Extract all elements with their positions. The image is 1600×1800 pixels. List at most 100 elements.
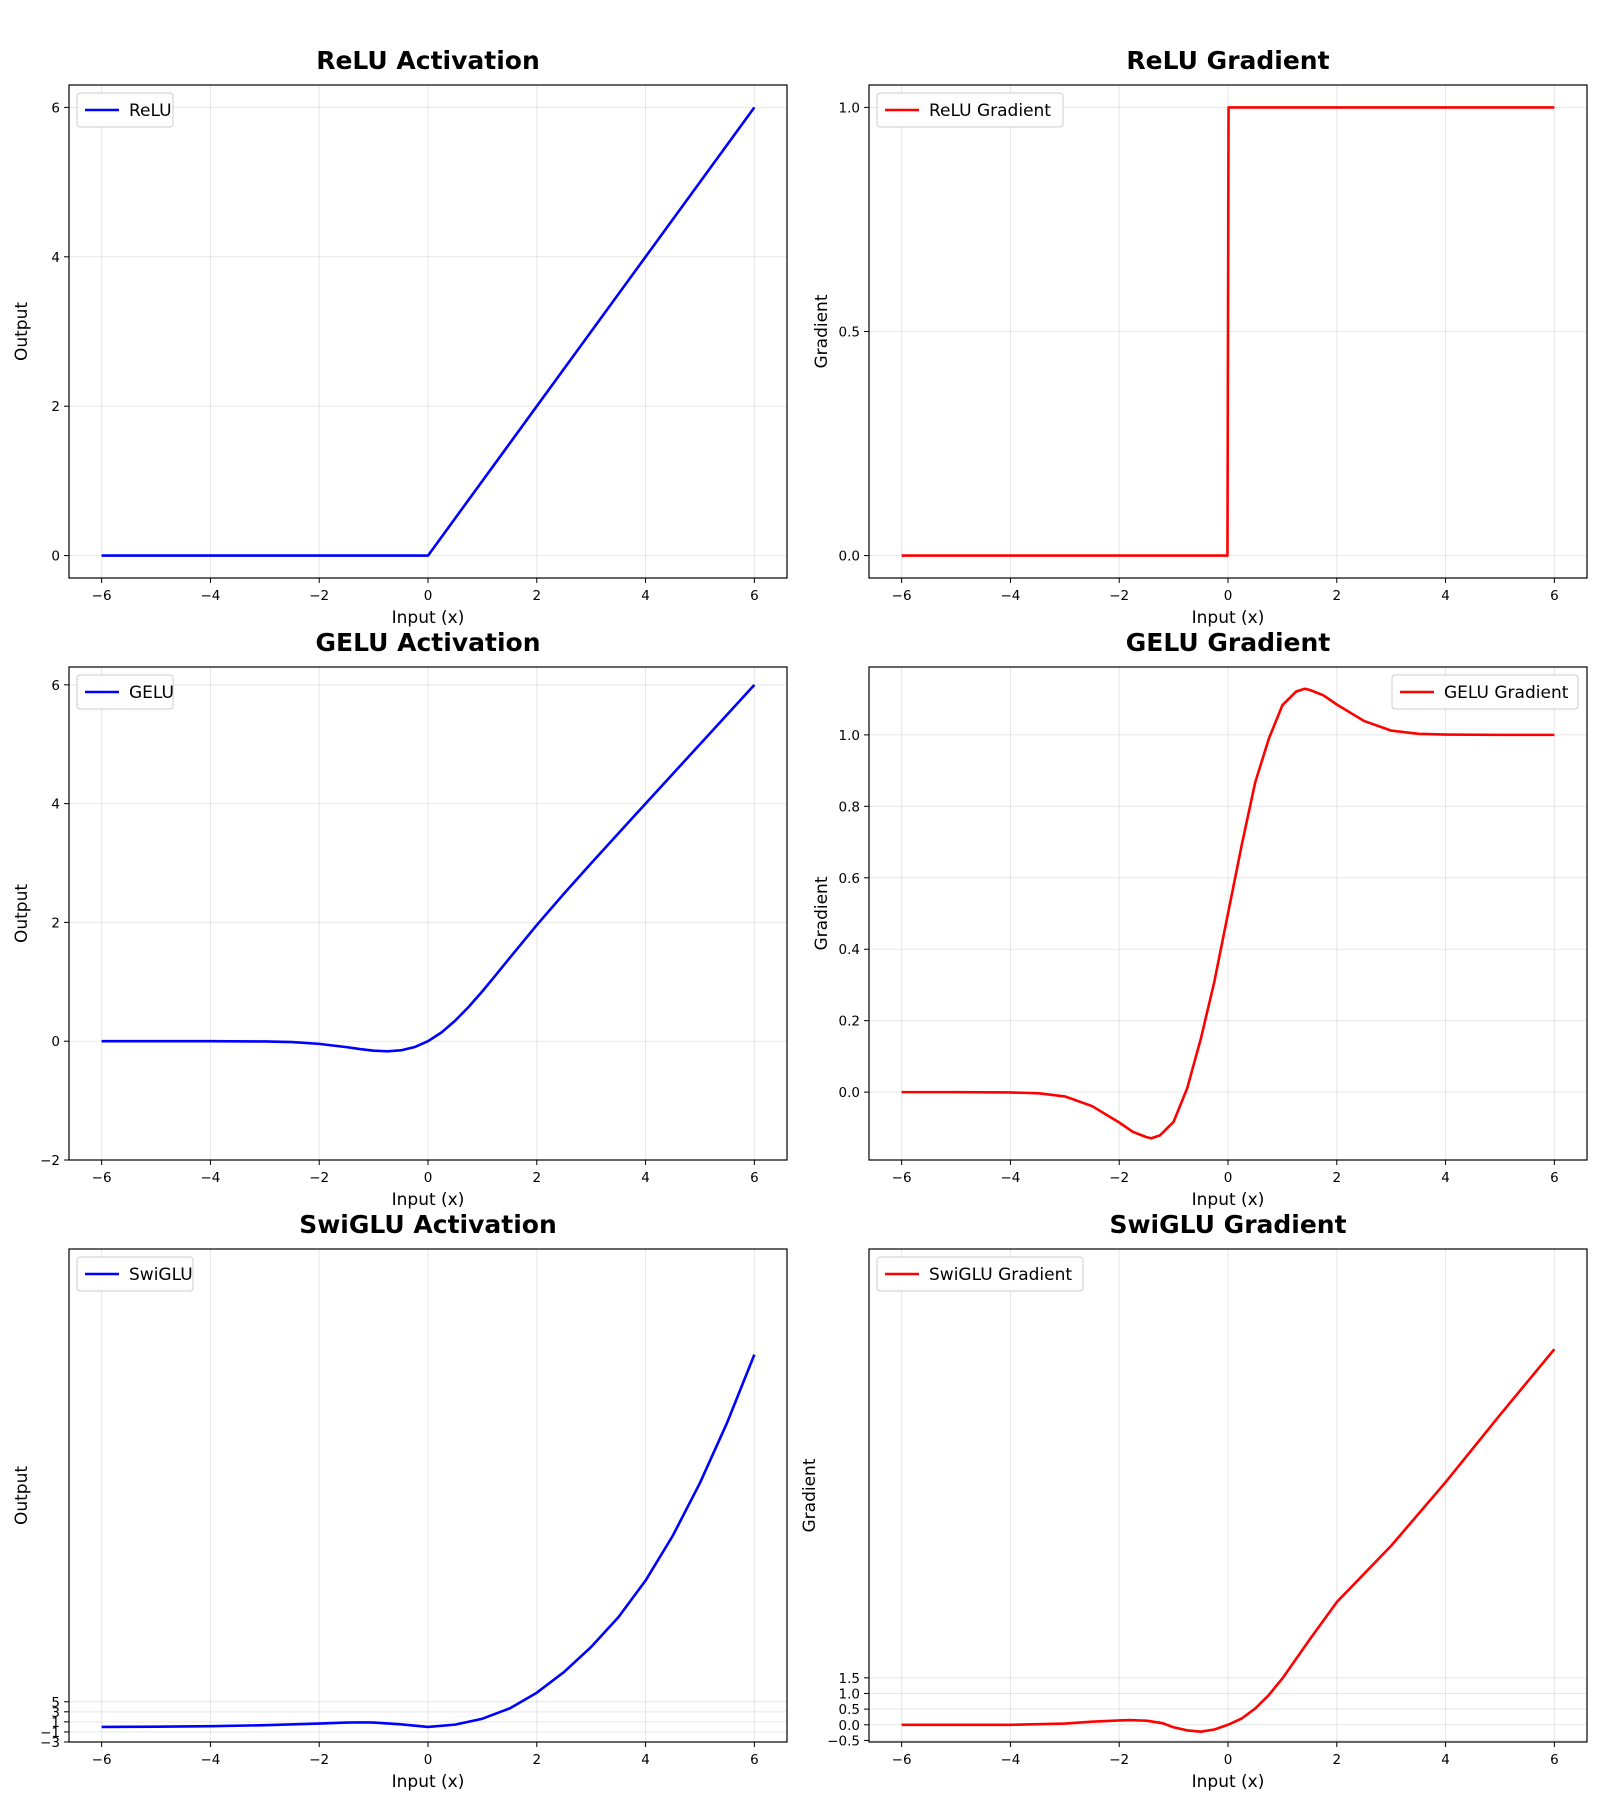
x-tick-label: 4 bbox=[641, 1752, 650, 1768]
legend: ReLU Gradient bbox=[876, 92, 1064, 128]
x-tick-label: −4 bbox=[200, 588, 220, 604]
y-tick-label: −1 bbox=[40, 1725, 60, 1741]
x-tick-label: 6 bbox=[1550, 1170, 1559, 1186]
x-tick-label: 4 bbox=[1441, 1170, 1450, 1186]
y-tick-label: −2 bbox=[40, 1153, 60, 1169]
subplot-6: −6 −4 −2 0 2 4 6 −0.50.00.51.01.5 SwiGLU Gradien… bbox=[800, 1210, 1588, 1792]
x-tick-label: −4 bbox=[1000, 1170, 1020, 1186]
x-tick-label: 0 bbox=[424, 1170, 433, 1186]
y-axis-label: Output bbox=[12, 1466, 32, 1525]
x-tick-label: −2 bbox=[1109, 1170, 1129, 1186]
x-tick-label: 0 bbox=[1224, 1170, 1233, 1186]
x-tick-label: −2 bbox=[309, 588, 329, 604]
y-tick-label: 0 bbox=[51, 1034, 60, 1050]
y-tick-label: 2 bbox=[51, 399, 60, 415]
x-tick-label: −2 bbox=[309, 1170, 329, 1186]
legend: SwiGLU Gradient bbox=[876, 1256, 1084, 1292]
subplot-3: −6 −4 −2 0 2 4 6 −2 0 2 4 6 GELU Activation Input (x)… bbox=[12, 628, 788, 1210]
y-tick-label: 6 bbox=[51, 678, 60, 694]
x-tick-label: 6 bbox=[750, 588, 759, 604]
x-tick-label: −4 bbox=[1000, 588, 1020, 604]
series-line-gelu-gradient bbox=[901, 687, 1555, 1140]
y-tick-label: 0.0 bbox=[839, 549, 860, 565]
x-tick-label: 2 bbox=[1332, 1170, 1341, 1186]
x-tick-label: −4 bbox=[1000, 1752, 1020, 1768]
y-tick-label: 0.0 bbox=[839, 1718, 860, 1734]
series-line-relu bbox=[101, 106, 756, 557]
x-axis-label: Input (x) bbox=[1192, 1772, 1265, 1792]
x-axis-label: Input (x) bbox=[392, 608, 465, 628]
y-tick-label: 1 bbox=[51, 1715, 60, 1731]
x-tick-label: −6 bbox=[892, 1752, 912, 1768]
y-tick-label: 4 bbox=[51, 250, 60, 266]
y-tick-label: 5 bbox=[51, 1695, 60, 1711]
x-tick-label: 2 bbox=[532, 1170, 541, 1186]
legend-label: ReLU bbox=[129, 101, 172, 121]
y-tick-label: 0 bbox=[51, 549, 60, 565]
x-tick-label: −6 bbox=[892, 588, 912, 604]
y-tick-label: 0.0 bbox=[839, 1085, 860, 1101]
legend-box bbox=[876, 92, 1064, 128]
x-axis-label: Input (x) bbox=[392, 1190, 465, 1210]
series-line-gelu bbox=[101, 683, 756, 1053]
legend: GELU Gradient bbox=[1391, 674, 1579, 710]
x-tick-label: 4 bbox=[641, 1170, 650, 1186]
y-axis-label: Output bbox=[12, 884, 32, 943]
legend: GELU bbox=[76, 674, 174, 710]
y-axis-label: Gradient bbox=[800, 1458, 820, 1532]
chart-title: GELU Activation bbox=[316, 628, 541, 657]
x-tick-label: 4 bbox=[641, 588, 650, 604]
chart-title: ReLU Gradient bbox=[1126, 46, 1329, 75]
series-line-relu-gradient bbox=[901, 106, 1555, 557]
x-tick-label: 0 bbox=[1224, 1752, 1233, 1768]
y-tick-label: 0.5 bbox=[839, 325, 860, 341]
legend-label: SwiGLU bbox=[129, 1265, 193, 1285]
x-tick-label: 2 bbox=[1332, 588, 1341, 604]
x-tick-label: −6 bbox=[92, 588, 112, 604]
y-axis-label: Output bbox=[12, 302, 32, 361]
y-axis-label: Gradient bbox=[812, 294, 832, 368]
x-tick-label: −6 bbox=[92, 1752, 112, 1768]
x-tick-label: 6 bbox=[750, 1170, 759, 1186]
x-tick-label: −2 bbox=[1109, 1752, 1129, 1768]
x-tick-label: −6 bbox=[892, 1170, 912, 1186]
x-tick-label: 2 bbox=[1332, 1752, 1341, 1768]
y-tick-label: 1.0 bbox=[839, 1686, 860, 1702]
x-tick-label: 4 bbox=[1441, 588, 1450, 604]
subplot-1: −6 −4 −2 0 2 4 6 0 2 4 6 ReLU Activation Input (x) Ou… bbox=[12, 46, 788, 628]
x-tick-label: −4 bbox=[200, 1752, 220, 1768]
chart-title: SwiGLU Gradient bbox=[1109, 1210, 1346, 1239]
x-axis-label: Input (x) bbox=[1192, 1190, 1265, 1210]
x-axis-label: Input (x) bbox=[392, 1772, 465, 1792]
y-axis-label: Gradient bbox=[812, 876, 832, 950]
x-tick-label: −2 bbox=[1109, 588, 1129, 604]
x-tick-label: 6 bbox=[1550, 588, 1559, 604]
legend-box bbox=[76, 92, 174, 128]
y-tick-label: 0.8 bbox=[839, 799, 860, 815]
chart-title: ReLU Activation bbox=[316, 46, 540, 75]
x-tick-label: −6 bbox=[92, 1170, 112, 1186]
y-tick-label: 1.5 bbox=[839, 1671, 860, 1687]
x-tick-label: 0 bbox=[1224, 588, 1233, 604]
y-tick-label: 1.0 bbox=[839, 100, 860, 116]
y-tick-label: 6 bbox=[51, 100, 60, 116]
y-tick-label: 1.0 bbox=[839, 728, 860, 744]
legend-box bbox=[76, 1256, 194, 1292]
x-tick-label: −4 bbox=[200, 1170, 220, 1186]
legend-label: GELU Gradient bbox=[1444, 683, 1569, 703]
chart-title: GELU Gradient bbox=[1126, 628, 1331, 657]
x-tick-label: 2 bbox=[532, 588, 541, 604]
x-tick-label: 2 bbox=[532, 1752, 541, 1768]
series-line-swiglu-gradient bbox=[901, 1348, 1556, 1733]
y-tick-label: −0.5 bbox=[827, 1733, 860, 1749]
legend-box bbox=[1391, 674, 1579, 710]
y-tick-label: 0.2 bbox=[839, 1014, 860, 1030]
legend-label: GELU bbox=[129, 683, 174, 703]
x-tick-label: 6 bbox=[1550, 1752, 1559, 1768]
x-axis-label: Input (x) bbox=[1192, 608, 1265, 628]
y-tick-label: 0.5 bbox=[839, 1702, 860, 1718]
y-tick-label: 0.6 bbox=[839, 871, 860, 887]
series-line-swiglu bbox=[101, 1354, 756, 1729]
y-tick-label: −3 bbox=[40, 1735, 60, 1751]
